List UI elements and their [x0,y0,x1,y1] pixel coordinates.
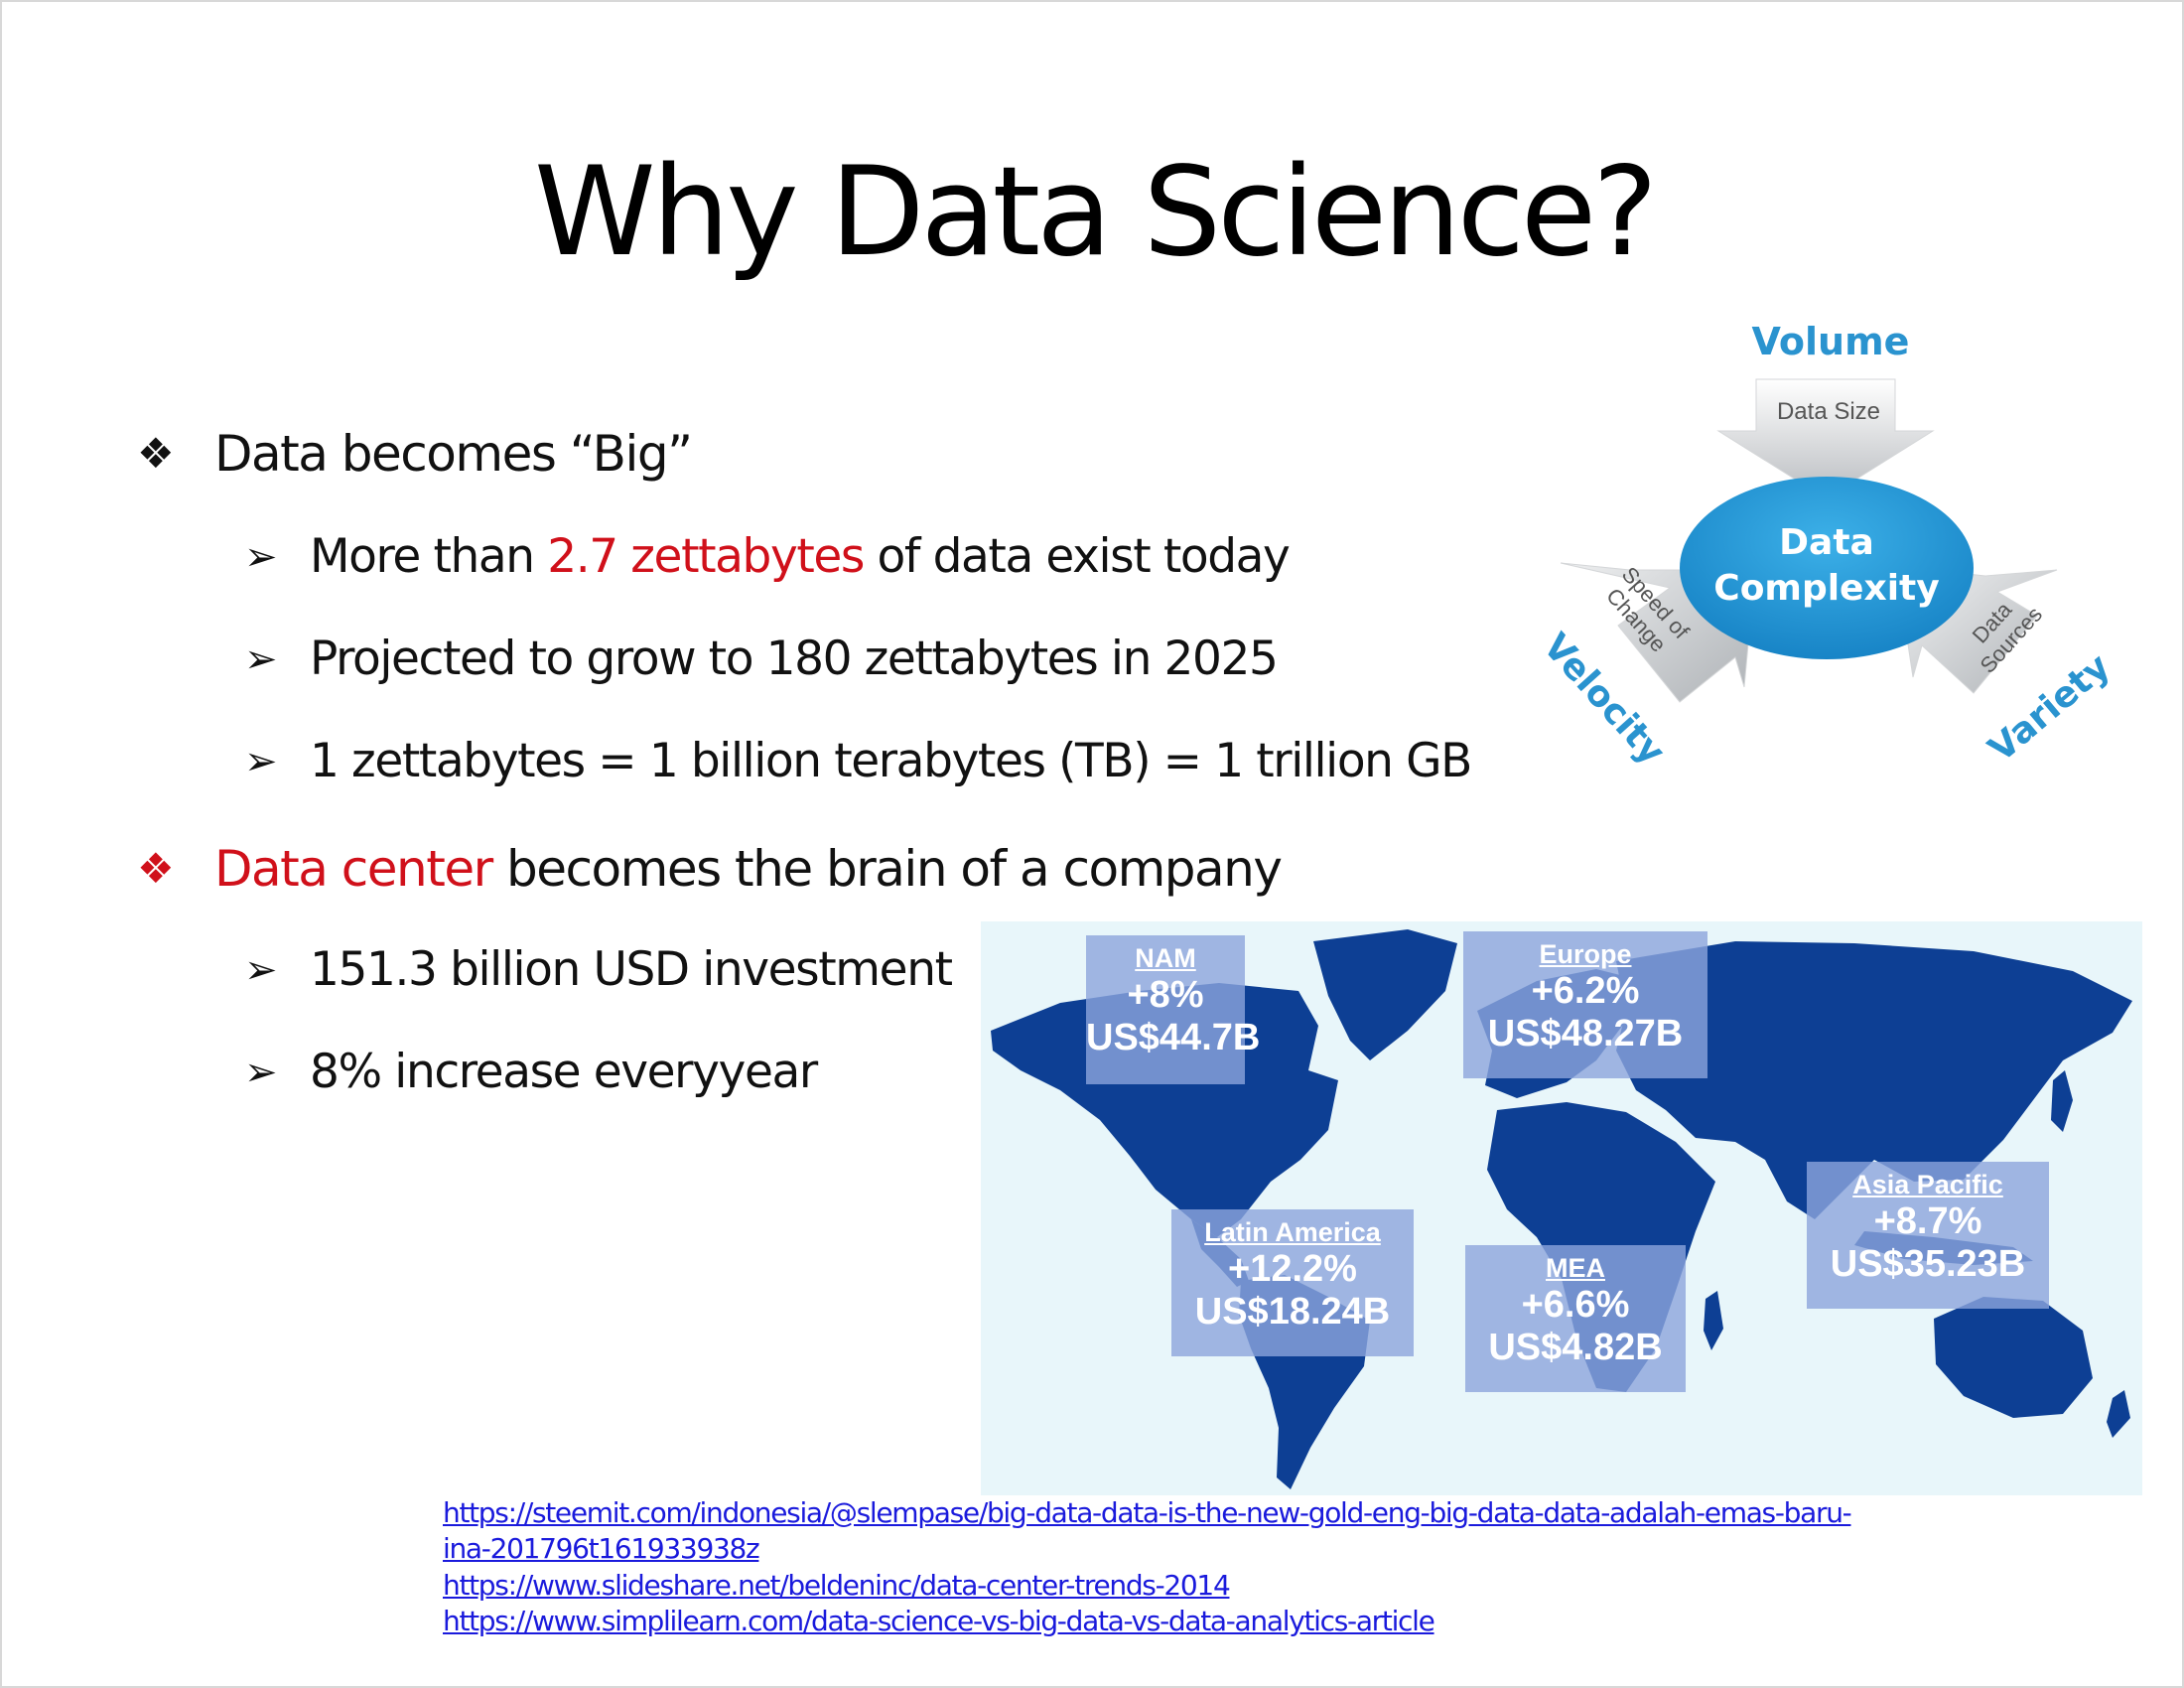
arrow-bullet-icon: ➢ [244,534,278,580]
japan [2051,1070,2073,1132]
source-link-simplilearn[interactable]: https://www.simplilearn.com/data-science… [443,1605,1435,1638]
source-links: https://steemit.com/indonesia/@slempase/… [443,1495,1852,1640]
region-box-asia-pacific: Asia Pacific +8.7% US$35.23B [1807,1162,2049,1309]
world-map: NAM +8% US$44.7B Europe +6.2% US$48.27B … [981,921,2142,1495]
region-name: Asia Pacific [1852,1170,2003,1199]
region-value: US$44.7B [1086,1017,1261,1058]
region-name: NAM [1135,943,1196,973]
region-name: MEA [1546,1253,1605,1283]
data-size-label: Data Size [1777,398,1880,425]
center-label-line1: Data [1779,522,1874,563]
region-value: US$48.27B [1487,1013,1684,1055]
volume-label: Volume [1752,320,1910,363]
bullet-data-center: Data center becomes the brain of a compa… [214,839,1283,899]
slide-title: Why Data Science? [534,141,1658,284]
region-box-europe: Europe +6.2% US$48.27B [1463,931,1707,1078]
region-value: US$18.24B [1194,1291,1391,1333]
highlight-zettabytes: 2.7 zettabytes [547,529,865,584]
sub-bullet-projection: Projected to grow to 180 zettabytes in 2… [310,632,1279,686]
region-growth: +8.7% [1873,1200,1982,1242]
source-link-steemit[interactable]: https://steemit.com/indonesia/@slempase/… [443,1496,1852,1529]
sub-bullet-increase: 8% increase everyyear [310,1045,818,1099]
region-growth: +8% [1127,974,1204,1016]
australia [1934,1297,2093,1418]
volume-arrow-shape [1716,378,1935,499]
sub-bullet-investment: 151.3 billion USD investment [310,942,953,997]
region-value: US$4.82B [1488,1327,1663,1368]
sub-bullet-zettabytes: More than 2.7 zettabytes of data exist t… [310,529,1291,585]
bullet-big-data: Data becomes “Big” [214,425,693,483]
sub-text-post: of data exist today [864,529,1291,584]
arrow-bullet-icon: ➢ [244,739,278,784]
region-box-mea: MEA +6.6% US$4.82B [1465,1245,1686,1392]
arrow-bullet-icon: ➢ [244,636,278,682]
diamond-bullet-icon: ❖ [137,844,175,893]
madagascar [1704,1291,1723,1350]
arrow-bullet-icon: ➢ [244,1050,278,1095]
sub-bullet-definition: 1 zettabytes = 1 billion terabytes (TB) … [310,734,1472,788]
highlight-data-center: Data center [214,840,493,898]
arrow-bullet-icon: ➢ [244,947,278,993]
region-growth: +12.2% [1228,1248,1357,1290]
region-growth: +6.6% [1521,1284,1630,1326]
region-name: Europe [1539,939,1632,969]
region-name: Latin America [1204,1217,1381,1247]
greenland [1313,929,1457,1060]
new-zealand [2107,1390,2130,1438]
north-america [991,983,1338,1237]
center-label-line2: Complexity [1713,568,1939,609]
data-complexity-diagram: Volume Data Size Data Complexity Speed o… [1535,320,2117,773]
sub-text-pre: More than [310,529,548,584]
region-growth: +6.2% [1531,970,1640,1012]
source-link-slideshare[interactable]: https://www.slideshare.net/beldeninc/dat… [443,1568,1231,1602]
region-box-nam: NAM +8% US$44.7B [1086,935,1261,1084]
diamond-bullet-icon: ❖ [137,429,175,478]
region-value: US$35.23B [1830,1243,2026,1285]
data-complexity-ellipse [1680,477,1974,659]
source-link-steemit-cont[interactable]: ina-201796t161933938z [443,1532,760,1566]
region-box-latin-america: Latin America +12.2% US$18.24B [1171,1209,1414,1356]
asia [1616,941,2132,1219]
bullet-text-post: becomes the brain of a company [491,840,1283,898]
